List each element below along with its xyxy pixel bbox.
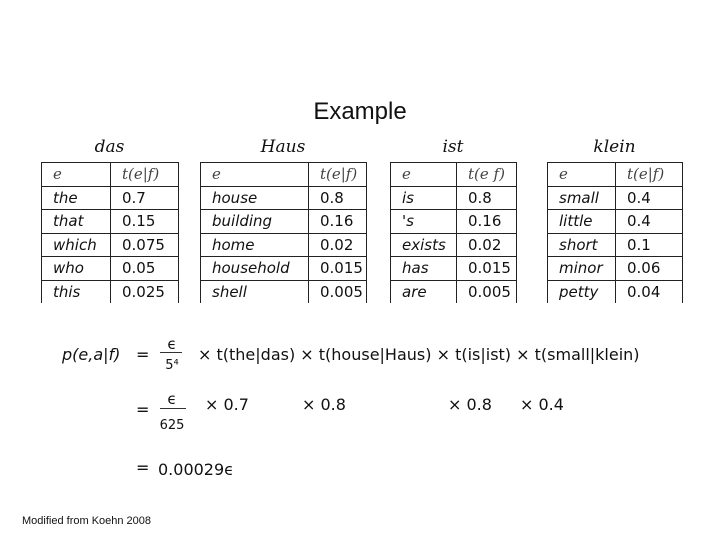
english-word: minor bbox=[547, 256, 616, 281]
table-row: home 0.02 bbox=[200, 232, 367, 257]
slide-title: Example bbox=[313, 98, 407, 125]
credit-text: Modified from Koehn 2008 bbox=[22, 515, 152, 527]
table-row: which 0.075 bbox=[41, 232, 179, 257]
header-e: e bbox=[200, 162, 309, 187]
table-row: is 0.8 bbox=[390, 185, 517, 210]
english-word: house bbox=[200, 185, 309, 210]
english-word: who bbox=[41, 256, 111, 281]
translation-table-ist: e t(e f) is 0.8's 0.16 exists 0.02 has 0.015 are 0… bbox=[390, 162, 517, 303]
english-word: home bbox=[200, 232, 309, 257]
table-header: e t(e|f) bbox=[547, 162, 683, 187]
fraction-2-den: 625 bbox=[159, 418, 185, 433]
fraction-bar bbox=[160, 408, 186, 409]
english-word: has bbox=[390, 256, 457, 281]
header-t: t(e|f) bbox=[308, 162, 367, 187]
english-word: little bbox=[547, 209, 616, 234]
formula-lhs: p(e,a|f) bbox=[62, 345, 121, 364]
table-header: e t(e f) bbox=[390, 162, 517, 187]
table-row: short 0.1 bbox=[547, 232, 683, 257]
translation-table-haus: e t(e|f) house 0.8 building 0.16 home 0.02 house… bbox=[200, 162, 367, 303]
probability: 0.16 bbox=[456, 209, 517, 234]
probability: 0.4 bbox=[615, 209, 683, 234]
english-word: exists bbox=[390, 232, 457, 257]
table-word-das: das bbox=[94, 137, 125, 157]
english-word: this bbox=[41, 279, 111, 303]
table-row: minor 0.06 bbox=[547, 256, 683, 281]
probability: 0.06 bbox=[615, 256, 683, 281]
table-header: e t(e|f) bbox=[41, 162, 179, 187]
header-t: t(e|f) bbox=[615, 162, 683, 187]
table-row: building 0.16 bbox=[200, 209, 367, 234]
fraction-1-den: 5⁴ bbox=[165, 358, 179, 373]
formula-result: 0.00029ϵ bbox=[158, 460, 235, 479]
term-small: × 0.4 bbox=[520, 395, 564, 414]
header-t: t(e|f) bbox=[110, 162, 179, 187]
probability: 0.02 bbox=[308, 232, 367, 257]
table-word-klein: klein bbox=[593, 137, 636, 157]
table-row: are 0.005 bbox=[390, 279, 517, 303]
probability: 0.075 bbox=[110, 232, 179, 257]
probability: 0.4 bbox=[615, 185, 683, 210]
english-word: short bbox=[547, 232, 616, 257]
header-e: e bbox=[390, 162, 457, 187]
table-row: house 0.8 bbox=[200, 185, 367, 210]
formula-line1-rest: × t(the|das) × t(house|Haus) × t(is|ist)… bbox=[198, 345, 640, 364]
probability: 0.05 bbox=[110, 256, 179, 281]
fraction-1-num: ϵ bbox=[167, 335, 177, 353]
header-e: e bbox=[547, 162, 616, 187]
english-word: 's bbox=[390, 209, 457, 234]
english-word: household bbox=[200, 256, 309, 281]
table-row: small 0.4 bbox=[547, 185, 683, 210]
probability: 0.015 bbox=[308, 256, 367, 281]
table-row: shell 0.005 bbox=[200, 279, 367, 303]
table-row: little 0.4 bbox=[547, 209, 683, 234]
translation-table-klein: e t(e|f) small 0.4 little 0.4 short 0.1 minor 0.0… bbox=[547, 162, 683, 303]
term-the: × 0.7 bbox=[205, 395, 249, 414]
table-row: this 0.025 bbox=[41, 279, 179, 303]
probability: 0.1 bbox=[615, 232, 683, 257]
table-row: the 0.7 bbox=[41, 185, 179, 210]
english-word: shell bbox=[200, 279, 309, 303]
fraction-bar bbox=[160, 352, 182, 353]
english-word: is bbox=[390, 185, 457, 210]
english-word: are bbox=[390, 279, 457, 303]
table-header: e t(e|f) bbox=[200, 162, 367, 187]
equals-2: = bbox=[136, 400, 150, 419]
table-row: petty 0.04 bbox=[547, 279, 683, 303]
table-word-ist: ist bbox=[442, 137, 464, 157]
english-word: small bbox=[547, 185, 616, 210]
table-row: household 0.015 bbox=[200, 256, 367, 281]
translation-table-das: e t(e|f) the 0.7 that 0.15 which 0.075 who 0.05 th… bbox=[41, 162, 179, 303]
table-row: who 0.05 bbox=[41, 256, 179, 281]
table-row: exists 0.02 bbox=[390, 232, 517, 257]
english-word: the bbox=[41, 185, 111, 210]
probability: 0.7 bbox=[110, 185, 179, 210]
fraction-2-num: ϵ bbox=[167, 390, 177, 408]
probability: 0.025 bbox=[110, 279, 179, 303]
table-row: that 0.15 bbox=[41, 209, 179, 234]
english-word: petty bbox=[547, 279, 616, 303]
probability: 0.15 bbox=[110, 209, 179, 234]
english-word: that bbox=[41, 209, 111, 234]
header-t: t(e f) bbox=[456, 162, 517, 187]
term-house: × 0.8 bbox=[302, 395, 346, 414]
probability: 0.16 bbox=[308, 209, 367, 234]
equals-3: = bbox=[136, 458, 150, 477]
probability: 0.015 bbox=[456, 256, 517, 281]
probability: 0.8 bbox=[456, 185, 517, 210]
header-e: e bbox=[41, 162, 111, 187]
table-word-haus: Haus bbox=[260, 137, 306, 157]
probability: 0.02 bbox=[456, 232, 517, 257]
english-word: building bbox=[200, 209, 309, 234]
table-row: 's 0.16 bbox=[390, 209, 517, 234]
term-is: × 0.8 bbox=[448, 395, 492, 414]
probability: 0.8 bbox=[308, 185, 367, 210]
probability: 0.005 bbox=[456, 279, 517, 303]
english-word: which bbox=[41, 232, 111, 257]
probability: 0.005 bbox=[308, 279, 367, 303]
table-row: has 0.015 bbox=[390, 256, 517, 281]
probability: 0.04 bbox=[615, 279, 683, 303]
equals-1: = bbox=[136, 345, 150, 364]
